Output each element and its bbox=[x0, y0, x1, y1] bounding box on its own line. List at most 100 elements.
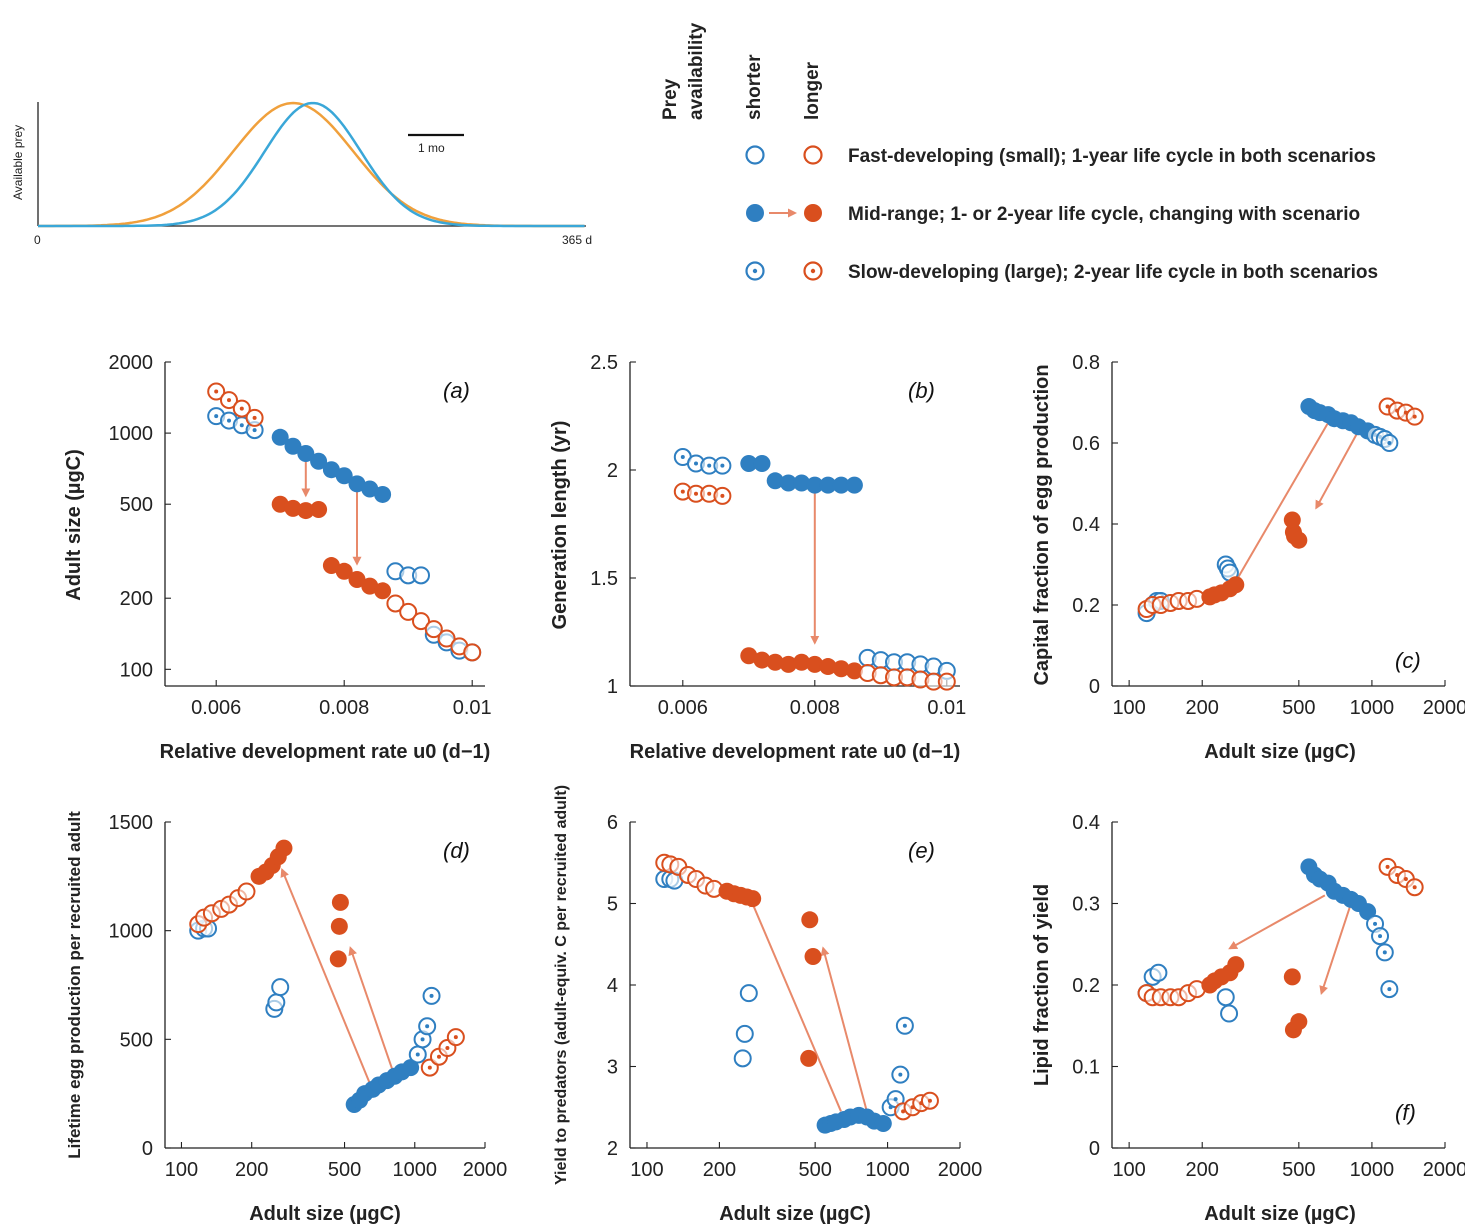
data-point-center-dot bbox=[436, 1054, 441, 1059]
data-point-center-dot bbox=[214, 389, 219, 394]
prey-ylabel: Available prey bbox=[11, 125, 25, 200]
legend-shorter-label: shorter bbox=[744, 54, 765, 120]
data-point-shorter-open bbox=[1220, 1004, 1239, 1023]
data-point-longer-filled bbox=[801, 911, 819, 929]
data-point-longer-filled bbox=[779, 655, 797, 673]
legend-marker-longer-dotted bbox=[803, 261, 823, 281]
data-point-longer-filled bbox=[793, 653, 811, 671]
data-point-longer-filled bbox=[845, 662, 863, 680]
panel-d-label: (d) bbox=[443, 838, 470, 863]
data-point-center-dot bbox=[694, 491, 698, 496]
x-tick-label: 100 bbox=[630, 1159, 663, 1181]
y-tick-label: 3 bbox=[607, 1057, 618, 1079]
data-point-center-dot bbox=[893, 1097, 898, 1102]
legend-marker-longer-open bbox=[803, 145, 823, 165]
data-point-center-dot bbox=[1378, 934, 1383, 939]
x-tick-label: 1000 bbox=[865, 1159, 910, 1181]
data-point-shorter-open bbox=[739, 984, 758, 1003]
data-point-center-dot bbox=[927, 1098, 932, 1103]
prey-x-start-label: 0 bbox=[34, 233, 41, 247]
y-tick-label: 1.5 bbox=[590, 568, 618, 590]
x-tick-label: 0.008 bbox=[319, 697, 369, 719]
y-tick-label: 0.4 bbox=[1072, 514, 1100, 536]
legend-row-fast-text: Fast-developing (small); 1-year life cyc… bbox=[848, 146, 1376, 167]
panel-b-label: (b) bbox=[908, 378, 935, 403]
panel-d: Adult size (µgC) Lifetime egg production… bbox=[65, 811, 507, 1225]
data-point-longer-filled bbox=[374, 582, 392, 600]
data-point-center-dot bbox=[902, 1023, 907, 1028]
panel-a: Relative development rate u0 (d−1) Adult… bbox=[63, 352, 492, 763]
data-point-longer-filled bbox=[322, 557, 340, 575]
data-point-longer-open bbox=[412, 612, 430, 631]
data-point-shorter-filled bbox=[793, 474, 811, 492]
data-point-shorter-filled bbox=[271, 428, 289, 446]
x-tick-label: 2000 bbox=[1423, 1159, 1465, 1181]
data-point-center-dot bbox=[1373, 921, 1378, 926]
data-point-center-dot bbox=[1387, 987, 1392, 992]
data-point-longer-filled bbox=[744, 890, 762, 908]
x-tick-label: 100 bbox=[1112, 697, 1145, 719]
data-point-center-dot bbox=[680, 489, 685, 494]
y-tick-label: 0.1 bbox=[1072, 1057, 1100, 1079]
x-tick-label: 1000 bbox=[1350, 697, 1395, 719]
data-point-shorter-open bbox=[1216, 988, 1235, 1007]
y-tick-label: 2 bbox=[607, 460, 618, 482]
y-tick-label: 2 bbox=[607, 1138, 618, 1160]
panel-d-xlabel: Adult size (µgC) bbox=[249, 1203, 401, 1225]
y-tick-label: 0.2 bbox=[1072, 975, 1100, 997]
transition-arrow bbox=[348, 946, 396, 1077]
y-tick-label: 200 bbox=[120, 588, 153, 610]
data-point-shorter-open bbox=[412, 566, 430, 585]
panel-c-xlabel: Adult size (µgC) bbox=[1204, 741, 1356, 763]
data-point-longer-filled bbox=[804, 947, 822, 965]
data-point-longer-filled bbox=[361, 577, 379, 595]
data-point-shorter-filled bbox=[806, 476, 824, 494]
data-point-shorter-filled bbox=[322, 461, 340, 479]
data-point-center-dot bbox=[425, 1024, 430, 1029]
x-tick-label: 0.006 bbox=[191, 697, 241, 719]
data-point-center-dot bbox=[427, 1065, 432, 1070]
data-point-center-dot bbox=[214, 414, 219, 419]
x-tick-label: 200 bbox=[235, 1159, 268, 1181]
data-point-shorter-filled bbox=[310, 452, 328, 470]
x-tick-label: 2000 bbox=[463, 1159, 508, 1181]
data-point-center-dot bbox=[453, 1035, 458, 1040]
panel-f-label: (f) bbox=[1395, 1100, 1416, 1125]
transition-arrow bbox=[1228, 894, 1326, 950]
panel-a-label: (a) bbox=[443, 378, 470, 403]
data-point-shorter-filled bbox=[819, 476, 837, 494]
y-tick-label: 2.5 bbox=[590, 352, 618, 374]
data-point-shorter-filled bbox=[374, 485, 392, 503]
panel-a-xlabel: Relative development rate u0 (d−1) bbox=[160, 741, 491, 763]
panel-c-ylabel: Capital fraction of egg production bbox=[1031, 364, 1053, 685]
y-tick-label: 5 bbox=[607, 894, 618, 916]
data-point-center-dot bbox=[1385, 404, 1390, 409]
legend-row-slow-text: Slow-developing (large); 2-year life cyc… bbox=[848, 262, 1378, 283]
data-point-center-dot bbox=[1385, 864, 1390, 869]
y-tick-label: 0.2 bbox=[1072, 595, 1100, 617]
panel-d-ylabel: Lifetime egg production per recruited ad… bbox=[65, 811, 84, 1159]
y-tick-label: 1000 bbox=[109, 921, 154, 943]
x-tick-label: 200 bbox=[1186, 697, 1219, 719]
data-point-shorter-filled bbox=[348, 475, 366, 493]
panel-f-xlabel: Adult size (µgC) bbox=[1204, 1203, 1356, 1225]
data-point-longer-filled bbox=[766, 653, 784, 671]
data-point-shorter-open bbox=[267, 993, 286, 1012]
y-tick-label: 0.3 bbox=[1072, 894, 1100, 916]
data-point-center-dot bbox=[707, 463, 712, 468]
y-tick-label: 1500 bbox=[109, 812, 154, 834]
x-tick-label: 2000 bbox=[938, 1159, 983, 1181]
data-point-longer-filled bbox=[800, 1049, 818, 1067]
legend-marker-shorter-open bbox=[745, 145, 765, 165]
data-point-longer-filled bbox=[310, 500, 328, 518]
data-point-longer-open bbox=[937, 672, 956, 691]
y-tick-label: 0 bbox=[1089, 1138, 1100, 1160]
data-point-shorter-filled bbox=[361, 480, 379, 498]
data-point-shorter-filled bbox=[779, 474, 797, 492]
data-point-longer-filled bbox=[740, 647, 758, 665]
x-tick-label: 0.006 bbox=[658, 697, 708, 719]
data-point-longer-filled bbox=[275, 839, 293, 857]
data-point-shorter-open bbox=[1149, 963, 1168, 982]
panel-e-xlabel: Adult size (µgC) bbox=[719, 1203, 871, 1225]
data-point-longer-filled bbox=[348, 571, 366, 589]
